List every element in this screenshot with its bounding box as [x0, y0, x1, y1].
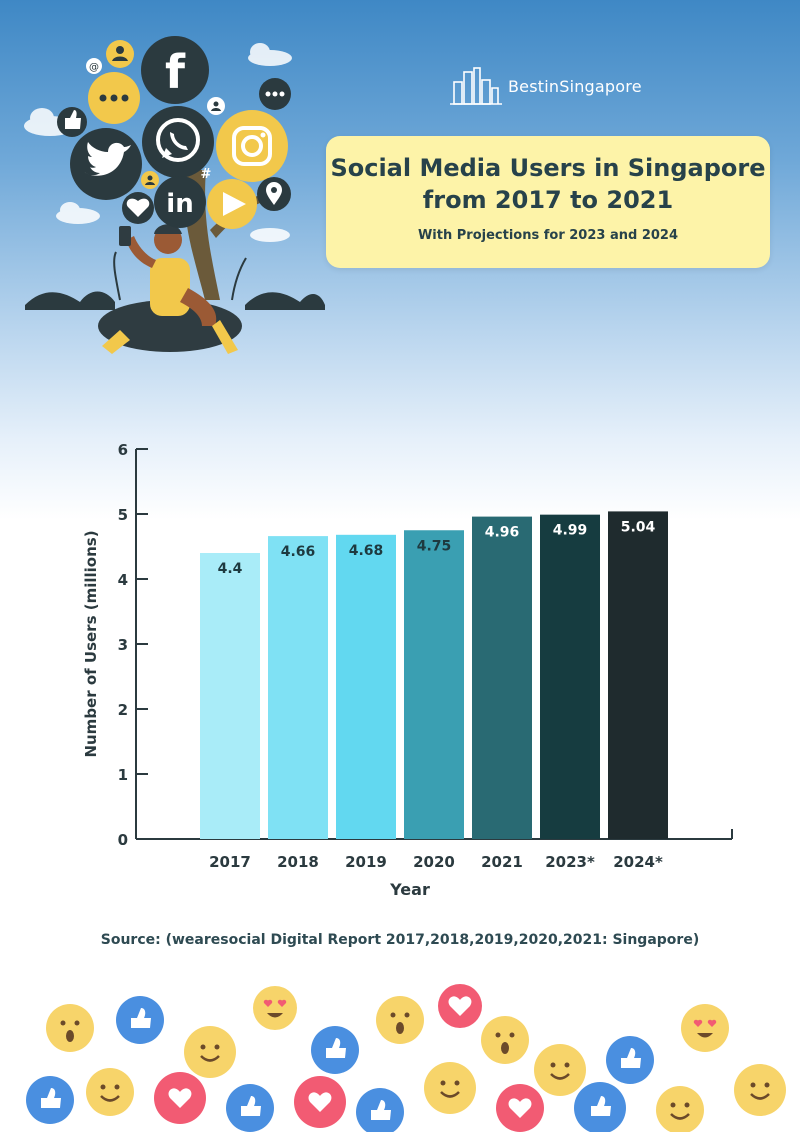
brand-logo: BestinSingapore	[450, 66, 642, 106]
wow-reaction-icon	[376, 996, 424, 1044]
bar	[472, 516, 532, 839]
love-reaction-icon	[681, 1004, 729, 1052]
person-icon	[207, 97, 225, 115]
person-icon	[141, 171, 159, 189]
like-reaction-icon	[226, 1084, 274, 1132]
youtube-play-icon	[207, 179, 257, 229]
y-tick-label: 3	[118, 636, 128, 654]
instagram-icon	[216, 110, 288, 182]
bar	[200, 553, 260, 839]
bar-value-label: 4.68	[349, 543, 384, 559]
bar-value-label: 4.66	[281, 544, 316, 560]
bar-value-label: 4.99	[553, 523, 588, 539]
y-tick-label: 2	[118, 701, 128, 719]
svg-text:f: f	[165, 45, 186, 99]
bar	[404, 530, 464, 839]
x-axis-title: Year	[389, 880, 430, 899]
brand-name: BestinSingapore	[508, 76, 642, 96]
bar-value-label: 5.04	[621, 519, 656, 535]
social-media-illustration: f @ #	[24, 36, 325, 354]
title-line-1: Social Media Users in Singapore	[330, 154, 766, 182]
love-reaction-icon	[253, 986, 297, 1030]
smile-reaction-icon	[656, 1086, 704, 1132]
like-reaction-icon	[311, 1026, 359, 1074]
chat-bubble-icon	[88, 72, 140, 124]
thumbs-up-icon	[57, 107, 87, 137]
y-axis-title: Number of Users (millions)	[82, 530, 100, 757]
smile-reaction-icon	[534, 1044, 586, 1096]
heart-reaction-icon	[294, 1076, 346, 1128]
svg-text:#: #	[201, 167, 212, 182]
hashtag-icon: #	[201, 167, 212, 182]
location-pin-icon	[257, 177, 291, 211]
x-tick-label: 2017	[209, 853, 251, 871]
y-tick-label: 4	[118, 571, 128, 589]
like-reaction-icon	[26, 1076, 74, 1124]
linkedin-icon: in	[154, 176, 206, 228]
title-card: Social Media Users in Singapore from 201…	[326, 136, 770, 268]
smile-reaction-icon	[86, 1068, 134, 1116]
smile-reaction-icon	[424, 1062, 476, 1114]
bar	[608, 511, 668, 839]
wow-reaction-icon	[481, 1016, 529, 1064]
like-reaction-icon	[574, 1082, 626, 1132]
at-sign-icon: @	[86, 58, 102, 74]
like-reaction-icon	[356, 1088, 404, 1132]
page-subtitle: With Projections for 2023 and 2024	[417, 228, 679, 243]
bar	[336, 534, 396, 839]
chat-bubble-icon	[259, 78, 291, 110]
bar-chart: 0 1 2 3 4 5 6 4.4 2017 4.66 2018 4.68 2019 4.75 2020 4.…	[82, 441, 733, 899]
emoji-reactions-band	[26, 984, 786, 1132]
heart-reaction-icon	[154, 1072, 206, 1124]
y-tick-label: 1	[118, 766, 128, 784]
source-note: Source: (wearesocial Digital Report 2017…	[100, 932, 700, 948]
bar-value-label: 4.4	[218, 561, 243, 577]
page-title: Social Media Users in Singapore from 201…	[326, 152, 770, 216]
x-tick-label: 2021	[481, 853, 523, 871]
bar	[540, 514, 600, 839]
svg-text:in: in	[166, 189, 193, 219]
bar-value-label: 4.75	[417, 538, 452, 554]
heart-icon	[122, 192, 154, 224]
person-figure	[98, 224, 242, 354]
x-tick-label: 2019	[345, 853, 387, 871]
city-skyline-icon	[450, 67, 502, 105]
whatsapp-icon	[142, 106, 214, 178]
x-tick-label: 2020	[413, 853, 455, 871]
twitter-icon	[70, 128, 142, 200]
heart-reaction-icon	[496, 1084, 544, 1132]
x-tick-label: 2023*	[545, 853, 595, 871]
like-reaction-icon	[606, 1036, 654, 1084]
smile-reaction-icon	[184, 1026, 236, 1078]
y-tick-label: 0	[118, 831, 128, 849]
svg-text:@: @	[89, 62, 99, 73]
y-tick-label: 5	[118, 506, 128, 524]
smile-reaction-icon	[734, 1064, 786, 1116]
facebook-icon: f	[141, 36, 209, 104]
like-reaction-icon	[116, 996, 164, 1044]
bar	[268, 536, 328, 839]
title-line-2: from 2017 to 2021	[422, 186, 674, 214]
bar-value-label: 4.96	[485, 525, 520, 541]
x-tick-label: 2018	[277, 853, 319, 871]
x-tick-label: 2024*	[613, 853, 663, 871]
heart-reaction-icon	[438, 984, 482, 1028]
wow-reaction-icon	[46, 1004, 94, 1052]
y-tick-label: 6	[118, 441, 128, 459]
person-icon	[106, 40, 134, 68]
